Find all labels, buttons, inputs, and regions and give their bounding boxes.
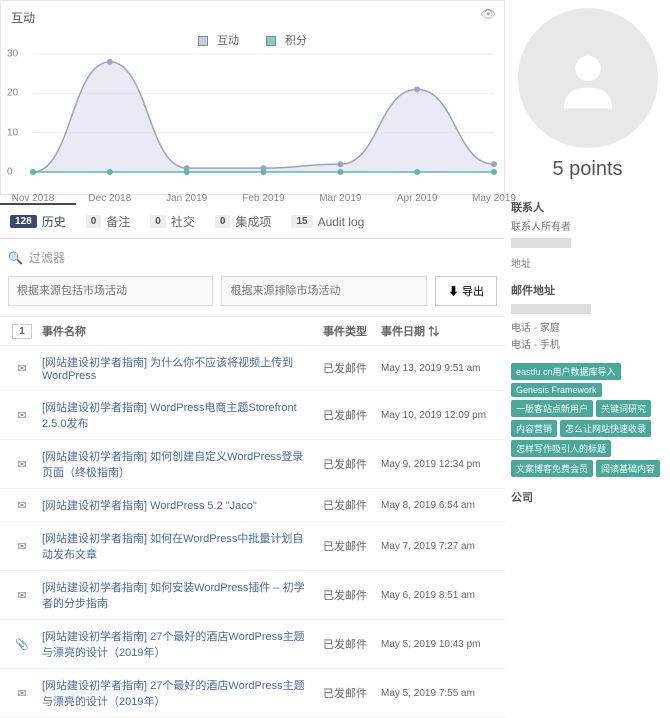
event-name[interactable]: [网站建设初学者指南] WordPress 5.2 "Jaco" (36, 497, 315, 513)
company-label: 公司 (511, 489, 664, 505)
contact-tag[interactable]: 怎样写作吸引人的标题 (511, 440, 611, 457)
search-icon: 🔍 (8, 251, 23, 265)
event-rows: ✉ [网站建设初学者指南] 为什么你不应该将视频上传到WordPress 已发邮… (0, 346, 505, 718)
contact-tag[interactable]: 文案博客免费会员 (511, 460, 593, 477)
table-row[interactable]: ✉ [网站建设初学者指南] 27个最好的酒店WordPress主题与漂亮的设计（… (0, 669, 505, 718)
event-name[interactable]: [网站建设初学者指南] 如何创建自定义WordPress登录页面（终极指南） (36, 448, 315, 480)
phone-mobile-label: 电话 - 手机 (511, 336, 664, 351)
mail-icon: ✉ (8, 458, 36, 471)
event-type: 已发邮件 (315, 636, 375, 652)
event-date: May 5, 2019 10:43 pm (375, 638, 497, 651)
event-type: 已发邮件 (315, 685, 375, 701)
phone-home-label: 电话 - 家庭 (511, 319, 664, 334)
table-row[interactable]: ✉ [网站建设初学者指南] 如何安装WordPress插件 – 初学者的分步指南… (0, 571, 505, 620)
table-row[interactable]: ✉ [网站建设初学者指南] 为什么你不应该将视频上传到WordPress 已发邮… (0, 346, 505, 391)
tab-Audit log[interactable]: 15Audit log (281, 203, 374, 238)
event-name[interactable]: [网站建设初学者指南] 27个最好的酒店WordPress主题与漂亮的设计（20… (36, 677, 315, 709)
event-name[interactable]: [网站建设初学者指南] 为什么你不应该将视频上传到WordPress (36, 354, 315, 382)
table-row[interactable]: ✉ [网站建设初学者指南] WordPress 5.2 "Jaco" 已发邮件 … (0, 489, 505, 522)
filters-section: 🔍 过滤器 ⬇ 导出 (0, 239, 505, 316)
export-button[interactable]: ⬇ 导出 (435, 276, 497, 306)
mail-icon: ✉ (8, 362, 36, 375)
activity-chart-panel: 互动 👁 互动 积分 0102030Nov 2018Dec 2018Jan 20… (0, 0, 505, 195)
exclude-campaign-input[interactable] (221, 276, 426, 306)
clip-icon: 📎 (8, 638, 36, 651)
tab-备注[interactable]: 0备注 (76, 203, 141, 238)
address-label: 地址 (511, 255, 664, 270)
contact-tag[interactable]: 阅读基础内容 (596, 460, 660, 477)
points-label: 5 points (511, 158, 664, 181)
table-row[interactable]: ✉ [网站建设初学者指南] 如何在WordPress中批量计划自动发布文章 已发… (0, 522, 505, 571)
event-type: 已发邮件 (315, 497, 375, 513)
mail-icon: ✉ (8, 540, 36, 553)
contact-heading: 联系人 (511, 199, 664, 215)
tab-社交[interactable]: 0社交 (140, 203, 205, 238)
mail-icon: ✉ (8, 589, 36, 602)
event-type: 已发邮件 (315, 407, 375, 423)
content-tabs: 128历史0备注0社交0集成项15Audit log (0, 203, 505, 239)
filter-label[interactable]: 过滤器 (29, 249, 65, 266)
contact-tag[interactable]: Genesis Framework (511, 383, 602, 397)
include-campaign-input[interactable] (8, 276, 213, 306)
table-row[interactable]: ✉ [网站建设初学者指南] WordPress电商主题Storefront 2.… (0, 391, 505, 440)
contact-tag[interactable]: 怎么让网站快速收录 (560, 420, 651, 437)
event-date: May 6, 2019 8:51 am (375, 589, 497, 602)
event-date: May 10, 2019 12:09 pm (375, 409, 497, 422)
visibility-icon[interactable]: 👁 (481, 7, 496, 21)
event-name[interactable]: [网站建设初学者指南] 如何安装WordPress插件 – 初学者的分步指南 (36, 579, 315, 611)
event-date: May 9, 2019 12:34 pm (375, 458, 497, 471)
contact-owner-label: 联系人所有者 (511, 218, 664, 233)
table-row[interactable]: ✉ [网站建设初学者指南] 如何创建自定义WordPress登录页面（终极指南）… (0, 440, 505, 489)
event-date: May 5, 2019 7:55 am (375, 687, 497, 700)
download-icon: ⬇ (448, 286, 459, 298)
avatar (518, 8, 658, 148)
contact-tags: eastfu.cn用户数据库导入 Genesis Framework 一版客站点新用… (511, 363, 664, 477)
email-value (511, 304, 591, 314)
event-type: 已发邮件 (315, 538, 375, 554)
mail-icon: ✉ (8, 499, 36, 512)
event-type: 已发邮件 (315, 360, 375, 376)
event-date: May 13, 2019 9:51 am (375, 362, 497, 375)
col-event-name[interactable]: 事件名称 (36, 323, 315, 339)
event-name[interactable]: [网站建设初学者指南] WordPress电商主题Storefront 2.5.… (36, 399, 315, 431)
person-icon (548, 38, 628, 118)
table-row[interactable]: 📎 [网站建设初学者指南] 27个最好的酒店WordPress主题与漂亮的设计（… (0, 620, 505, 669)
event-type: 已发邮件 (315, 587, 375, 603)
mail-icon: ✉ (8, 409, 36, 422)
contact-tag[interactable]: 一版客站点新用户 (511, 400, 593, 417)
email-label: 邮件地址 (511, 282, 664, 298)
col-event-type[interactable]: 事件类型 (315, 323, 375, 339)
tab-历史[interactable]: 128历史 (0, 203, 76, 238)
col-event-date[interactable]: 事件日期 ⇅ (375, 323, 497, 339)
contact-tag[interactable]: eastfu.cn用户数据库导入 (511, 363, 621, 380)
event-type: 已发邮件 (315, 456, 375, 472)
event-name[interactable]: [网站建设初学者指南] 27个最好的酒店WordPress主题与漂亮的设计（20… (36, 628, 315, 660)
contact-tag[interactable]: 内容营销 (511, 420, 557, 437)
contact-owner-value (511, 238, 571, 248)
chart-title: 互动 (5, 5, 500, 30)
sort-icon: ⇅ (428, 326, 439, 338)
event-date: May 7, 2019 7:27 am (375, 540, 497, 553)
page-indicator[interactable]: 1 (12, 324, 32, 339)
event-name[interactable]: [网站建设初学者指南] 如何在WordPress中批量计划自动发布文章 (36, 530, 315, 562)
chart-plot: 0102030Nov 2018Dec 2018Jan 2019Feb 2019M… (5, 50, 500, 190)
contact-tag[interactable]: 关键词研究 (596, 400, 651, 417)
chart-legend: 互动 积分 (5, 30, 500, 50)
event-date: May 8, 2019 6:54 am (375, 499, 497, 512)
mail-icon: ✉ (8, 687, 36, 700)
tab-集成项[interactable]: 0集成项 (205, 203, 282, 238)
table-header: 1 事件名称 事件类型 事件日期 ⇅ (0, 316, 505, 346)
